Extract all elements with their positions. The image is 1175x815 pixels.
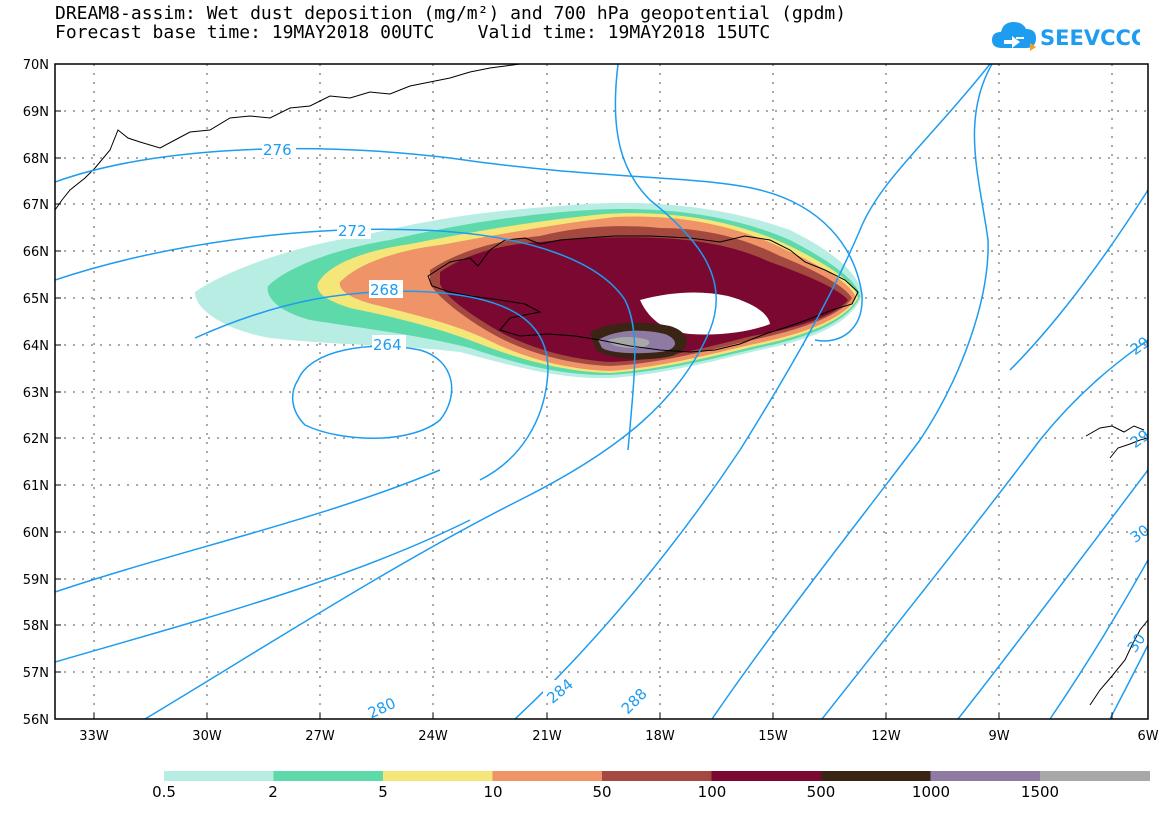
dust-band-1500 [608, 337, 650, 348]
contour-304 [1109, 644, 1148, 719]
geopotential-contours [55, 64, 1148, 719]
lat-label: 68N [23, 152, 49, 167]
lon-label: 21W [532, 729, 562, 744]
lat-label: 61N [23, 479, 49, 494]
contour-far-left-2 [55, 519, 471, 663]
contour-label: 30 [1124, 630, 1150, 656]
chart-title: DREAM8-assim: Wet dust deposition (mg/m²… [55, 3, 847, 24]
lat-label: 59N [23, 573, 49, 588]
legend-label: 0.5 [152, 783, 176, 801]
colorbar-swatch [164, 771, 274, 781]
legend-label: 2 [268, 783, 278, 801]
lat-label: 66N [23, 245, 49, 260]
lat-label: 67N [23, 198, 49, 213]
contour-label: 268 [370, 281, 399, 299]
contour-300 [1049, 559, 1148, 719]
legend-label: 500 [806, 783, 836, 801]
lat-label: 62N [23, 432, 49, 447]
lat-label: 65N [23, 292, 49, 307]
contour-label: 272 [338, 222, 367, 240]
latitude-axis [55, 110, 61, 673]
latitude-labels: 70N 69N 68N 67N 66N 65N 64N 63N 62N 61N … [23, 58, 49, 728]
lat-label: 69N [23, 105, 49, 120]
legend-label: 1000 [911, 783, 951, 801]
contour-label: 30 [1127, 521, 1153, 547]
contour-292 [821, 339, 1148, 719]
chart-subtitle: Forecast base time: 19MAY2018 00UTC Vali… [55, 22, 771, 43]
contour-276 [55, 147, 863, 342]
contour-label: 29 [1127, 333, 1153, 359]
longitude-axis [93, 713, 1113, 719]
colorbar-swatch [930, 771, 1041, 781]
colorbar-swatch [602, 771, 712, 781]
lon-label: 33W [79, 729, 109, 744]
lat-label: 64N [23, 339, 49, 354]
legend-label: 50 [592, 783, 612, 801]
contour-288 [711, 64, 993, 719]
contour-264 [291, 345, 453, 439]
lon-label: 12W [871, 729, 901, 744]
greenland-coast [55, 64, 521, 211]
lon-label: 30W [192, 729, 222, 744]
contour-label: 276 [263, 141, 292, 159]
dust-deposition-field [195, 202, 862, 379]
contour-label: 288 [618, 685, 651, 718]
iceland-coast [427, 235, 859, 353]
lat-label: 60N [23, 526, 49, 541]
contour-296 [957, 469, 1148, 719]
contour-280 [144, 64, 717, 719]
seevccc-logo: SEEVCCC [992, 22, 1140, 51]
coastlines [55, 64, 1148, 706]
lat-label: 57N [23, 666, 49, 681]
cloud-logo-icon [992, 22, 1036, 51]
scotland-coast [1089, 619, 1148, 706]
lon-label: 18W [645, 729, 675, 744]
legend-label: 1500 [1020, 783, 1060, 801]
lon-label: 6W [1137, 729, 1158, 744]
colorbar-swatch [711, 771, 822, 781]
contour-268 [194, 290, 549, 481]
contour-far-left [55, 469, 441, 593]
lon-label: 15W [758, 729, 788, 744]
dust-white-gap [640, 292, 770, 335]
contour-label: 284 [543, 675, 577, 707]
colorbar-swatch [383, 771, 493, 781]
contour-upper-right [1009, 189, 1148, 371]
contour-284 [514, 64, 991, 719]
contour-272 [55, 228, 636, 451]
lat-label: 70N [23, 58, 49, 73]
colorbar-swatch [492, 771, 603, 781]
faroe-coast [1085, 425, 1145, 437]
lat-label: 63N [23, 386, 49, 401]
longitude-labels: 33W 30W 27W 24W 21W 18W 15W 12W 9W 6W [79, 729, 1158, 744]
colorbar-swatch [1040, 771, 1150, 781]
colorbar-swatch [821, 771, 931, 781]
contour-label: 29 [1127, 426, 1153, 452]
norway-coast [1109, 437, 1148, 459]
lat-label: 58N [23, 619, 49, 634]
lon-label: 9W [988, 729, 1009, 744]
lon-label: 27W [305, 729, 335, 744]
legend-label: 10 [483, 783, 503, 801]
contour-label: 264 [373, 336, 402, 354]
gridlines [55, 64, 1148, 719]
colorbar [164, 771, 1150, 781]
lat-label: 56N [23, 713, 49, 728]
colorbar-swatch [273, 771, 384, 781]
contour-label-backgrounds [262, 140, 651, 715]
legend-label: 100 [697, 783, 727, 801]
logo-text: SEEVCCC [1040, 26, 1140, 50]
lon-label: 24W [418, 729, 448, 744]
legend-label: 5 [378, 783, 388, 801]
